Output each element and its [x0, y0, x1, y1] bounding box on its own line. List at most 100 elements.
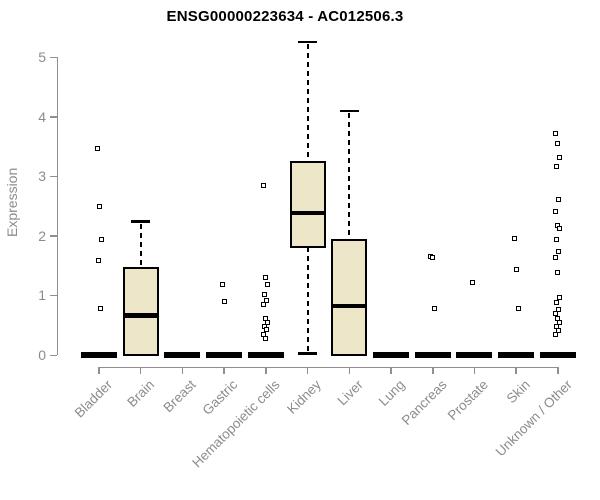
outlier-point [263, 275, 269, 281]
y-axis-tick [50, 235, 57, 237]
outlier-point [97, 306, 103, 311]
x-axis-tick [557, 367, 559, 374]
outlier-point [553, 209, 559, 215]
y-tick-label: 3 [38, 168, 46, 185]
outlier-point [556, 307, 562, 313]
outlier-point [219, 281, 225, 287]
x-axis-tick [432, 367, 434, 374]
outlier-point [262, 292, 268, 298]
upper-whisker-cap [131, 220, 151, 223]
outlier-point [511, 235, 517, 241]
collapsed-boxplot-bar [498, 352, 535, 358]
outlier-point [94, 145, 100, 151]
y-axis-tick [50, 56, 57, 58]
x-axis-tick [265, 367, 267, 374]
outlier-point [96, 203, 102, 209]
collapsed-boxplot-bar [247, 352, 284, 358]
collapsed-boxplot-bar [373, 352, 410, 358]
x-axis-tick [181, 367, 184, 374]
outlier-point [553, 130, 559, 136]
x-axis-tick [139, 367, 142, 374]
outlier-point [555, 140, 561, 146]
x-axis-tick [98, 367, 100, 374]
x-category-label: Skin [503, 377, 533, 407]
x-category-label: Brain [124, 377, 158, 410]
boxplot-box [331, 238, 368, 356]
boxplot-box [289, 161, 326, 248]
upper-whisker-line [306, 44, 309, 163]
y-tick-label: 5 [38, 49, 46, 65]
outlier-point [553, 332, 559, 338]
x-category-label: Breast [160, 377, 200, 416]
outlier-point [264, 327, 270, 333]
outlier-point [557, 319, 563, 325]
upper-whisker-line [139, 223, 142, 268]
outlier-point [261, 182, 267, 188]
y-axis-tick [50, 354, 57, 356]
outlier-point [515, 306, 521, 311]
x-axis-tick [348, 367, 351, 374]
x-category-label: Prostate [444, 377, 492, 424]
collapsed-boxplot-bar [164, 352, 201, 358]
collapsed-boxplot-bar [81, 352, 117, 358]
outlier-point [98, 237, 104, 243]
outlier-point [557, 155, 563, 161]
y-tick-label: 2 [38, 227, 46, 244]
x-category-label: Pancreas [398, 377, 450, 428]
outlier-point [554, 300, 560, 306]
outlier-point [556, 249, 562, 255]
boxplot-box [122, 266, 159, 356]
outlier-point [261, 302, 267, 308]
outlier-point [95, 258, 101, 264]
outlier-point [554, 237, 560, 243]
outlier-point [264, 297, 270, 303]
x-axis-tick [306, 367, 309, 374]
y-tick-label: 1 [38, 287, 46, 304]
outlier-point [554, 164, 560, 170]
upper-whisker-line [348, 113, 351, 240]
x-axis-line [98, 366, 559, 369]
y-tick-label: 4 [38, 108, 46, 125]
y-tick-label: 0 [38, 347, 46, 363]
x-axis-tick [390, 367, 392, 374]
x-category-label: Liver [334, 377, 366, 409]
x-axis-tick [223, 367, 225, 374]
median-line [124, 313, 157, 318]
y-axis-tick [50, 116, 57, 118]
outlier-point [263, 335, 269, 341]
x-axis-tick [473, 367, 476, 374]
outlier-point [513, 266, 519, 272]
median-line [333, 303, 366, 309]
outlier-point [557, 295, 563, 301]
outlier-point [553, 254, 559, 260]
lower-whisker-cap [298, 352, 318, 355]
upper-whisker-cap [339, 109, 359, 113]
collapsed-boxplot-bar [539, 352, 576, 358]
collapsed-boxplot-bar [414, 352, 451, 358]
lower-whisker-line [306, 246, 309, 351]
outlier-point [556, 196, 562, 202]
outlier-point [221, 299, 227, 305]
outlier-point [469, 280, 475, 286]
outlier-point [557, 226, 563, 232]
y-axis-tick [50, 294, 57, 297]
x-category-label: Gastric [199, 377, 241, 418]
y-axis-tick [50, 175, 57, 178]
y-axis-line [56, 57, 58, 355]
x-category-label: Kidney [284, 377, 325, 417]
chart-title: ENSG00000223634 - AC012506.3 [166, 8, 404, 25]
x-category-label: Lung [375, 377, 408, 409]
outlier-point [430, 255, 436, 261]
x-category-label: Unknown / Other [492, 377, 575, 460]
x-category-label: Bladder [72, 377, 116, 421]
upper-whisker-cap [298, 40, 318, 43]
outlier-point [556, 328, 562, 334]
collapsed-boxplot-bar [206, 352, 243, 358]
x-axis-tick [515, 367, 517, 374]
median-line [291, 210, 324, 216]
outlier-point [555, 269, 561, 275]
outlier-point [265, 319, 271, 325]
outlier-point [265, 281, 271, 287]
outlier-point [432, 306, 438, 311]
